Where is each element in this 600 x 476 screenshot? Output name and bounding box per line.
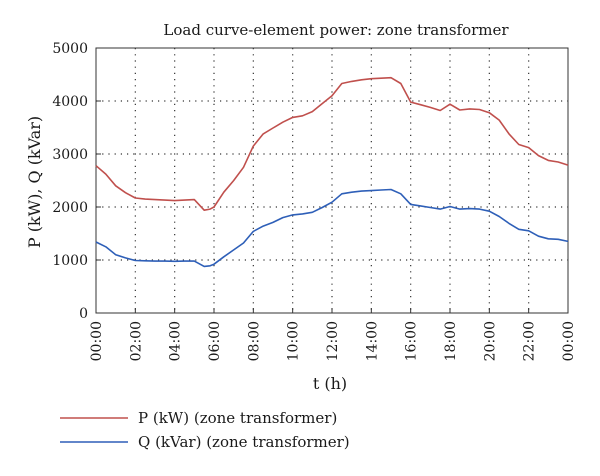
series-lines — [95, 76, 569, 268]
y-tick-label: 3000 — [52, 147, 88, 163]
x-tick-label: 20:00 — [482, 321, 498, 361]
y-axis-label: P (kW), Q (kVar) — [25, 116, 44, 248]
x-tick-label: 18:00 — [443, 321, 459, 361]
legend-label: Q (kVar) (zone transformer) — [138, 433, 350, 451]
x-tick-label: 16:00 — [404, 321, 420, 361]
x-tick-label: 12:00 — [325, 321, 341, 361]
x-axis-label: t (h) — [313, 374, 347, 393]
x-tick-label: 00:00 — [561, 321, 577, 361]
y-tick-label: 4000 — [52, 94, 88, 110]
x-tick-label: 04:00 — [168, 321, 184, 361]
x-tick-label: 22:00 — [522, 321, 538, 361]
x-tick-label: 08:00 — [246, 321, 262, 361]
grid-lines — [96, 48, 568, 313]
y-tick-label: 1000 — [52, 253, 88, 269]
y-tick-label: 5000 — [52, 41, 88, 57]
legend-label: P (kW) (zone transformer) — [138, 409, 337, 427]
series-line-p — [95, 76, 569, 211]
y-tick-label: 0 — [79, 306, 88, 322]
x-tick-labels: 00:00 02:00 04:00 06:00 08:00 10:00 12:00 14:00… — [89, 308, 577, 361]
x-tick-label: 06:00 — [207, 321, 223, 361]
x-tick-label: 00:00 — [89, 321, 105, 361]
legend: P (kW) (zone transformer) Q (kVar) (zone … — [60, 409, 350, 451]
y-tick-label: 2000 — [52, 200, 88, 216]
x-tick-label: 02:00 — [128, 321, 144, 361]
plot-frame — [95, 47, 569, 314]
y-tick-labels: 0 1000 2000 3000 4000 5000 — [52, 41, 101, 322]
x-tick-label: 14:00 — [364, 321, 380, 361]
series-line-q — [95, 188, 569, 268]
chart-title: Load curve-element power: zone transform… — [163, 21, 509, 39]
x-tick-label: 10:00 — [286, 321, 302, 361]
